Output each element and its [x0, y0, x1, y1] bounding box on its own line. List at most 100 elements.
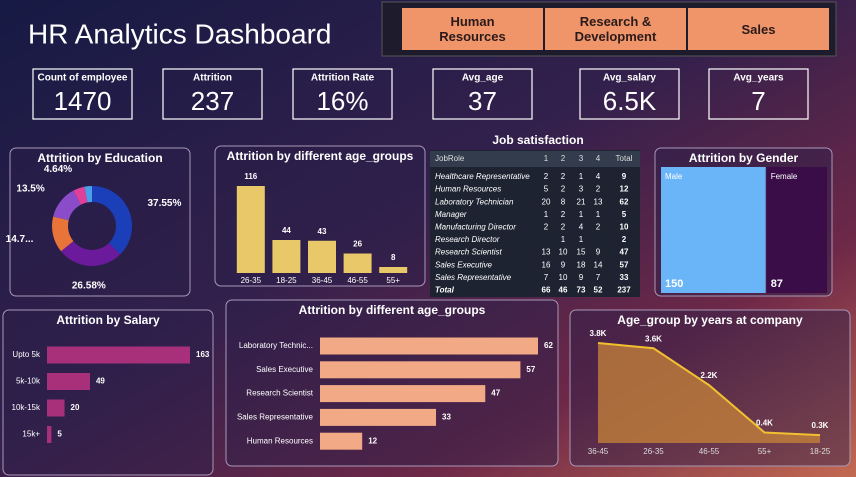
table-cell: 21 [577, 197, 586, 206]
bar [236, 186, 265, 273]
x-tick-label: 46-55 [347, 276, 368, 285]
kpi-card [162, 68, 263, 120]
data-label: 14.7... [6, 234, 34, 245]
y-tick-label: 15k+ [22, 430, 40, 439]
bar [320, 385, 486, 403]
bar [320, 408, 437, 426]
table-cell: 33 [620, 273, 629, 282]
table-cell: 12 [620, 185, 629, 194]
table-cell: 2 [561, 210, 566, 219]
chart-title: Attrition by Education [37, 151, 162, 165]
panel [9, 147, 191, 297]
table-header: 4 [596, 154, 601, 163]
bar [343, 253, 372, 273]
table-header: JobRole [435, 154, 465, 163]
bar [379, 267, 408, 273]
table-cell: 66 [542, 286, 551, 295]
filter-button[interactable]: Human Resources [402, 8, 543, 50]
data-label: 2.2K [701, 371, 718, 380]
data-label: 4.64% [44, 164, 72, 175]
x-tick-label: 46-55 [699, 447, 720, 456]
x-tick-label: 36-45 [588, 447, 609, 456]
donut-slice [92, 186, 132, 255]
table-cell: 1 [579, 235, 584, 244]
table-cell: Human Resources [435, 185, 501, 194]
kpi-value: 7 [751, 86, 765, 116]
y-tick-label: 5k-10k [16, 377, 41, 386]
data-label: 0.4K [756, 419, 773, 428]
table-cell: 1 [544, 210, 549, 219]
kpi-card [432, 68, 533, 120]
table-cell: 5 [544, 185, 549, 194]
data-label: 62 [544, 341, 553, 350]
data-label: 5 [57, 430, 62, 439]
table-cell: Manufacturing Director [435, 223, 516, 232]
table-cell: 9 [596, 248, 601, 257]
table-cell: Research Scientist [435, 248, 502, 257]
y-tick-label: Human Resources [247, 436, 313, 445]
kpi-card [32, 68, 133, 120]
table-cell: 47 [620, 248, 629, 257]
x-tick-label: 55+ [758, 447, 772, 456]
filter-button[interactable]: Research & Development [545, 8, 686, 50]
kpi-label: Count of employee [37, 73, 127, 84]
y-tick-label: Sales Representative [237, 413, 314, 422]
chart-title: Age_group by years at company [617, 313, 803, 327]
kpi-card [708, 68, 809, 120]
x-tick-label: 26-35 [241, 276, 262, 285]
table-cell: Research Director [435, 235, 500, 244]
table-cell: Healthcare Representative [435, 172, 530, 181]
panel [214, 145, 426, 287]
data-label: 37.55% [147, 198, 181, 209]
table-cell: 10 [559, 273, 568, 282]
table-cell: 52 [594, 286, 603, 295]
bar [47, 399, 65, 417]
data-label: 8 [391, 253, 396, 262]
data-label: 3.8K [590, 329, 607, 338]
table-cell: Total [435, 286, 455, 295]
table-cell: 2 [544, 223, 549, 232]
data-label: 44 [282, 226, 291, 235]
x-tick-label: 26-35 [643, 447, 664, 456]
table-cell: 2 [596, 185, 601, 194]
kpi-value: 37 [468, 86, 497, 116]
table-cell: 8 [561, 197, 566, 206]
table-cell: 46 [559, 286, 568, 295]
table-header: 1 [544, 154, 549, 163]
table-cell: 2 [596, 223, 601, 232]
table-cell: 1 [561, 235, 566, 244]
data-label: 0.3K [812, 421, 829, 430]
kpi-label: Attrition [193, 73, 232, 84]
dashboard-title: HR Analytics Dashboard [28, 18, 331, 49]
chart-title: Attrition by different age_groups [227, 149, 414, 163]
table-cell: Sales Representative [435, 273, 512, 282]
bar [308, 240, 336, 273]
table-cell: 20 [542, 197, 551, 206]
data-label: 26 [353, 240, 362, 249]
table-cell: 14 [594, 260, 603, 269]
donut-slice [84, 186, 92, 203]
table-cell: 9 [622, 172, 627, 181]
table-title: Job satisfaction [492, 133, 583, 147]
kpi-label: Avg_salary [603, 73, 656, 84]
table-cell: 62 [620, 197, 629, 206]
kpi-card [579, 68, 680, 120]
table-header: Total [616, 154, 633, 163]
filter-button[interactable]: Sales [688, 8, 829, 50]
table-cell: 2 [561, 172, 566, 181]
table-cell: 9 [561, 260, 566, 269]
data-label: 57 [526, 365, 535, 374]
table-cell: 16 [542, 260, 551, 269]
bar [320, 432, 363, 450]
data-label: 43 [318, 227, 327, 236]
data-label: 26.58% [72, 281, 106, 292]
table-cell: 18 [577, 260, 586, 269]
data-label: 20 [71, 403, 80, 412]
kpi-label: Attrition Rate [311, 73, 375, 84]
treemap-cell [766, 167, 827, 293]
panel [2, 309, 214, 476]
table-header: 2 [561, 154, 566, 163]
donut-slice [53, 190, 81, 221]
table-cell: 4 [596, 172, 601, 181]
